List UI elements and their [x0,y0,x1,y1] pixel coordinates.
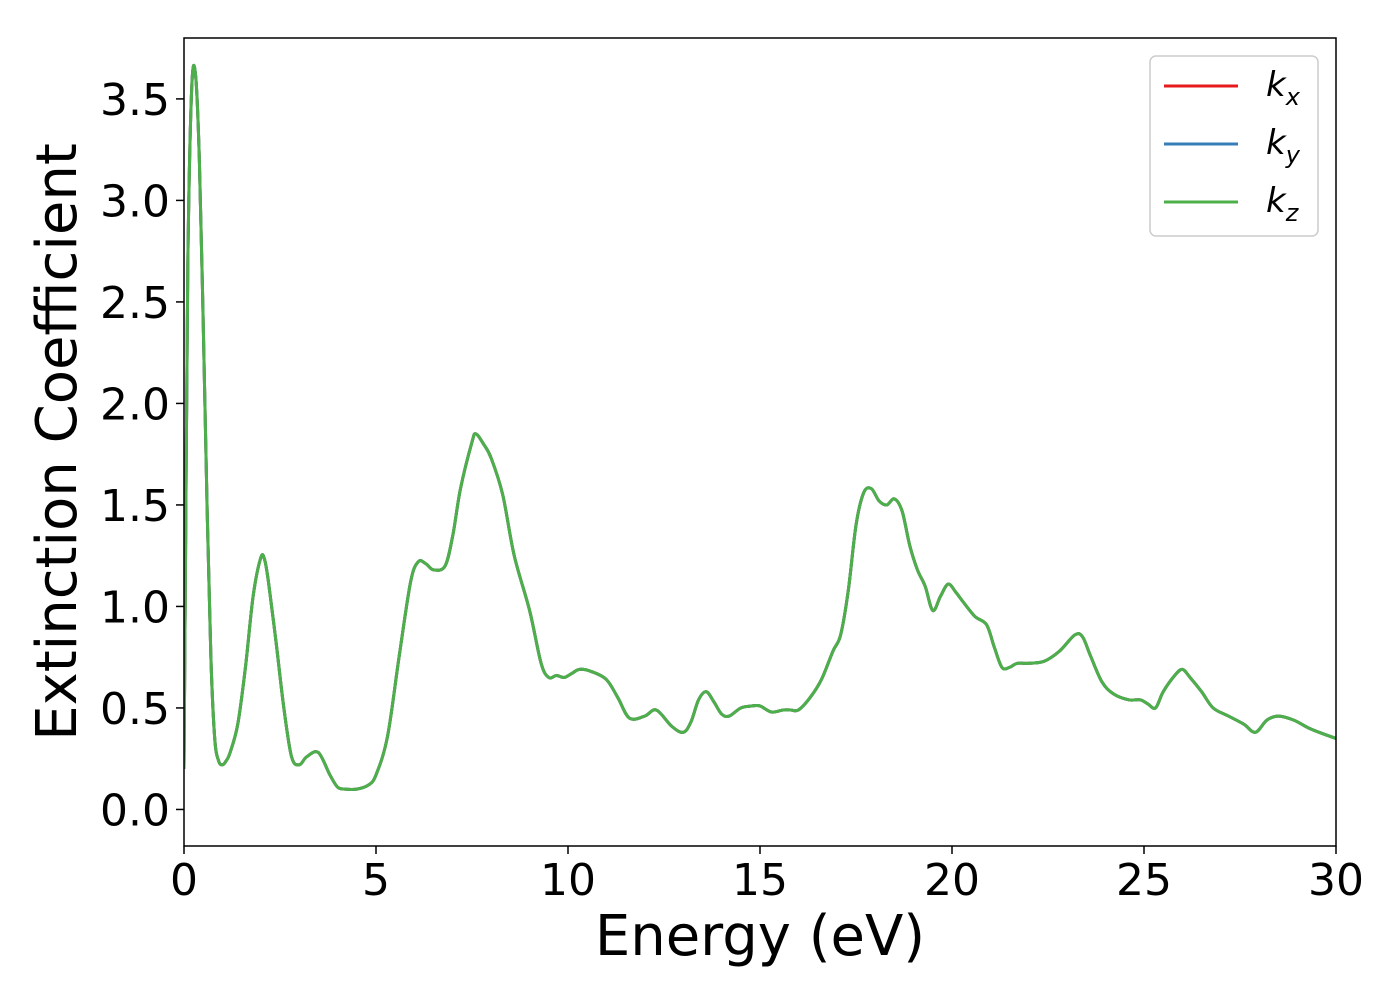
y-tick-label: 1.0 [100,582,170,633]
y-tick-label: 0.0 [100,785,170,836]
legend: kx ky kz [1149,55,1319,237]
x-tick-label: 0 [170,855,198,906]
x-axis-ticks: 0 5 10 15 20 25 30 [170,846,1364,906]
y-tick-label: 0.5 [100,684,170,735]
y-tick-label: 1.5 [100,481,170,532]
x-axis-title: Energy (eV) [595,904,925,969]
x-tick-label: 10 [540,855,596,906]
x-tick-label: 15 [732,855,788,906]
legend-label-z: kz [1266,181,1300,227]
x-tick-label: 25 [1116,855,1172,906]
x-tick-label: 5 [362,855,390,906]
series-line-z [184,64,1336,792]
legend-box [1149,55,1319,237]
x-tick-label: 30 [1308,855,1364,906]
y-tick-label: 2.0 [100,379,170,430]
x-tick-label: 20 [924,855,980,906]
y-axis-title: Extinction Coefficient [25,143,90,741]
series-layer [184,64,1336,792]
legend-label-y: ky [1266,123,1301,169]
legend-label-x: kx [1266,65,1301,111]
y-axis-ticks: 0.0 0.5 1.0 1.5 2.0 2.5 3.0 3.5 [100,75,184,836]
y-tick-label: 2.5 [100,278,170,329]
y-tick-label: 3.0 [100,176,170,227]
y-tick-label: 3.5 [100,75,170,126]
